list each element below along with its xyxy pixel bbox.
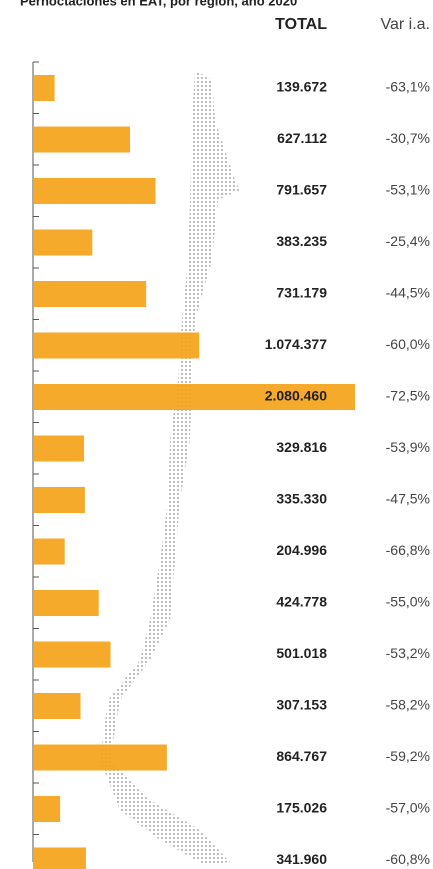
value-label: 731.179	[276, 285, 327, 301]
value-label: 204.996	[276, 542, 327, 558]
bar	[33, 332, 200, 359]
bar	[33, 744, 167, 771]
bar	[33, 847, 86, 869]
value-label: 2.080.460	[265, 388, 327, 404]
variation-label: -59,2%	[386, 748, 430, 764]
variation-label: -63,1%	[386, 79, 430, 95]
variation-label: -44,5%	[386, 285, 430, 301]
value-label: 383.235	[276, 233, 327, 249]
variation-label: -66,8%	[386, 542, 430, 558]
variation-label: -58,2%	[386, 697, 430, 713]
value-label: 1.074.377	[265, 336, 327, 352]
bar	[33, 538, 65, 565]
bar	[33, 693, 81, 719]
bar	[33, 590, 99, 616]
variation-label: -53,2%	[386, 645, 430, 661]
variation-label: -53,9%	[386, 439, 430, 455]
variation-label: -53,1%	[386, 182, 430, 198]
bar	[33, 487, 85, 513]
value-label: 424.778	[276, 594, 327, 610]
bar	[33, 641, 111, 668]
bar	[33, 281, 147, 307]
variation-label: -60,0%	[386, 336, 430, 352]
variation-label: -57,0%	[386, 800, 430, 816]
variation-label: -72,5%	[386, 388, 430, 404]
bar	[33, 796, 61, 822]
map-decoration	[100, 70, 240, 865]
bar	[33, 384, 355, 410]
value-label: 501.018	[276, 645, 327, 661]
column-header: Var i.a.	[381, 16, 431, 33]
value-label: 139.672	[276, 79, 327, 95]
variation-label: -25,4%	[386, 233, 430, 249]
value-label: 335.330	[276, 491, 327, 507]
value-label: 341.960	[276, 851, 327, 867]
chart-title: Pernoctaciones en EAT, por región, año 2…	[20, 0, 297, 8]
value-label: 307.153	[276, 697, 327, 713]
variation-label: -30,7%	[386, 130, 430, 146]
bar	[33, 178, 156, 204]
value-label: 175.026	[276, 800, 327, 816]
variation-label: -47,5%	[386, 491, 430, 507]
bar	[33, 75, 55, 101]
variation-label: -60,8%	[386, 851, 430, 867]
value-label: 791.657	[276, 182, 327, 198]
value-label: 864.767	[276, 748, 327, 764]
value-label: 329.816	[276, 439, 327, 455]
column-header: TOTAL	[275, 16, 327, 33]
bar	[33, 435, 85, 462]
bar	[33, 229, 93, 256]
value-label: 627.112	[277, 130, 327, 146]
bar	[33, 126, 131, 153]
variation-label: -55,0%	[386, 594, 430, 610]
